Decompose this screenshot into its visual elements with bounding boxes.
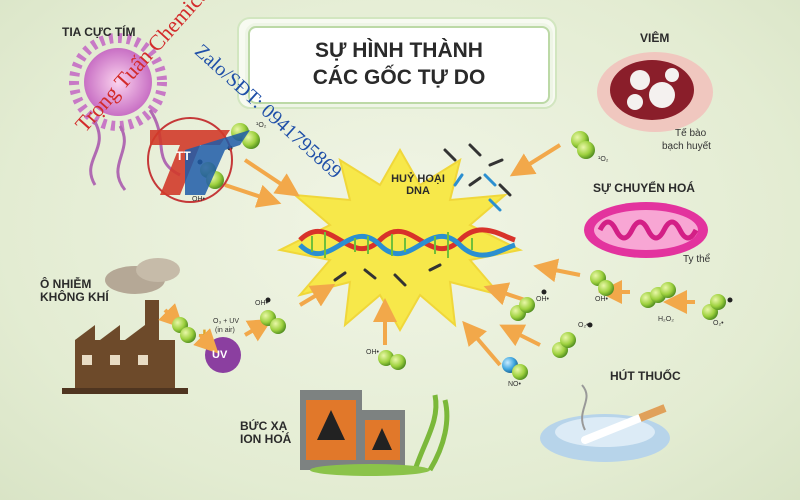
mol-h2o2: H₂O₂ bbox=[658, 316, 674, 323]
title-box: SỰ HÌNH THÀNH CÁC GỐC TỰ DO bbox=[248, 26, 550, 104]
title-line2: CÁC GỐC TỰ DO bbox=[312, 66, 486, 89]
label-metabolism: SỰ CHUYỂN HOÁ bbox=[593, 181, 695, 195]
label-dna-damage-2: DNA bbox=[406, 185, 430, 197]
mol-hydroxyl-c: OH• bbox=[536, 296, 549, 303]
mol-in-air: (in air) bbox=[215, 327, 235, 334]
title-line1: SỰ HÌNH THÀNH bbox=[315, 39, 483, 62]
ashtray-icon bbox=[540, 384, 670, 462]
mol-singlet-o2-a: ¹O₂ bbox=[256, 122, 267, 129]
mol-superoxide-a: O₂• bbox=[713, 320, 724, 327]
label-air-1: Ô NHIỄM bbox=[40, 277, 92, 291]
tt-logo bbox=[147, 117, 250, 203]
label-air-2: KHÔNG KHÍ bbox=[40, 290, 109, 304]
label-white-cells-2: bạch huyết bbox=[662, 141, 711, 152]
inflammation-cell-icon bbox=[597, 52, 713, 132]
uv-badge-label: UV bbox=[212, 349, 228, 361]
label-radiation-1: BỨC XẠ bbox=[240, 419, 288, 433]
label-mitochondria: Ty thể bbox=[683, 254, 711, 265]
radiation-barrel-icon bbox=[300, 390, 450, 476]
label-smoking: HÚT THUỐC bbox=[610, 369, 681, 383]
label-white-cells-1: Tế bào bbox=[675, 128, 707, 139]
mol-nitric-oxide: NO• bbox=[508, 381, 521, 388]
label-radiation-2: ION HOÁ bbox=[240, 432, 292, 446]
mol-hydroxyl-e: OH• bbox=[255, 300, 268, 307]
mol-ozone-uv: O₃ + UV bbox=[213, 318, 239, 325]
mol-hydroxyl-d: OH• bbox=[366, 349, 379, 356]
flow-arrows bbox=[158, 143, 695, 367]
factory-icon bbox=[62, 258, 188, 394]
mol-hydroxyl-b: OH• bbox=[595, 296, 608, 303]
dna-fragments bbox=[333, 143, 512, 287]
mitochondria-icon bbox=[584, 202, 708, 258]
label-uv: TIA CỰC TÍM bbox=[62, 25, 136, 39]
label-dna-damage-1: HUỶ HOẠI bbox=[391, 173, 445, 185]
label-inflammation: VIÊM bbox=[640, 31, 670, 45]
mol-singlet-o2-b: ¹O₂ bbox=[598, 156, 609, 163]
mol-hydroxyl-a: OH• bbox=[192, 196, 205, 203]
watermark-logo-text: TT bbox=[176, 149, 191, 163]
mol-superoxide-b: O₂• bbox=[578, 322, 589, 329]
